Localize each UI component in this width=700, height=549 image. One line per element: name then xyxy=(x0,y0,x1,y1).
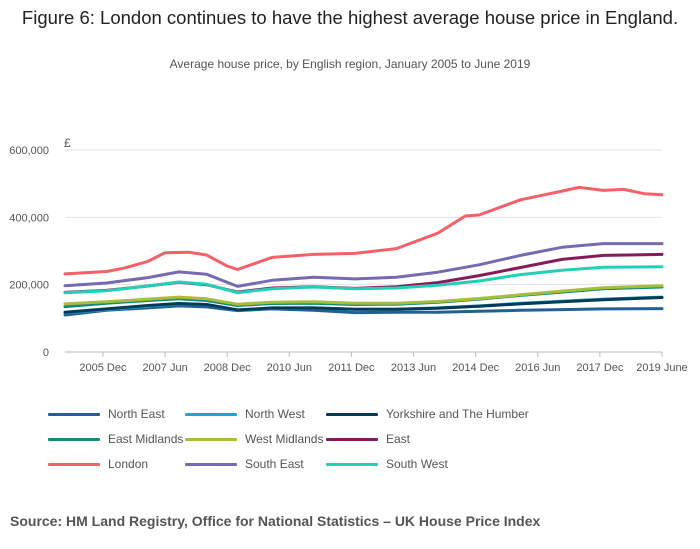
legend-label: South West xyxy=(386,457,448,471)
series-line-london xyxy=(63,185,664,276)
series-lines xyxy=(63,185,664,317)
x-tick-label: 2008 Dec xyxy=(204,362,252,374)
legend-swatch xyxy=(326,412,378,416)
source-note: Source: HM Land Registry, Office for Nat… xyxy=(10,513,541,529)
y-tick-label: 200,000 xyxy=(9,280,49,292)
legend-item: Yorkshire and The Humber xyxy=(326,404,529,424)
legend-item: East Midlands xyxy=(48,429,183,449)
legend-item: North West xyxy=(185,404,305,424)
legend-swatch xyxy=(48,412,100,416)
legend-swatch xyxy=(185,462,237,466)
series-line-north-east xyxy=(63,304,664,317)
x-tick-label: 2016 Jun xyxy=(515,362,560,374)
x-axis-ticks: 2005 Dec 2007 Jun 2008 Dec 2010 Jun 2011 Dec… xyxy=(79,352,688,374)
y-axis-unit-label: £ xyxy=(64,136,71,150)
legend-item: South West xyxy=(326,454,448,474)
series-line-south-east xyxy=(63,242,664,288)
legend-label: London xyxy=(108,457,149,471)
y-tick-label: 600,000 xyxy=(9,145,49,157)
legend-label: North West xyxy=(245,407,305,421)
legend-label: West Midlands xyxy=(245,432,324,446)
legend-label: East Midlands xyxy=(108,432,184,446)
legend-swatch xyxy=(185,437,237,441)
legend-item: London xyxy=(48,454,148,474)
series-line-west-midlands xyxy=(63,284,664,306)
y-tick-label: 0 xyxy=(43,347,49,359)
series-line-yorkshire-and-the-humber xyxy=(63,296,664,314)
x-tick-label: 2011 Dec xyxy=(328,362,375,374)
y-tick-label: 400,000 xyxy=(9,212,49,224)
x-tick-label: 2007 Jun xyxy=(142,362,187,374)
legend-swatch xyxy=(326,437,378,441)
x-tick-label: 2010 Jun xyxy=(267,362,312,374)
chart-legend: North East North West Yorkshire and The Hu… xyxy=(0,404,700,484)
x-tick-label: 2017 Dec xyxy=(576,362,624,374)
x-tick-label: 2014 Dec xyxy=(452,362,500,374)
series-line-south-west xyxy=(63,265,664,295)
legend-item: West Midlands xyxy=(185,429,323,449)
x-tick-label: 2013 Jun xyxy=(391,362,436,374)
legend-label: North East xyxy=(108,407,165,421)
y-axis-ticks: 0 200,000 400,000 600,000 xyxy=(9,145,49,359)
legend-label: East xyxy=(386,432,411,446)
series-line-east xyxy=(63,252,664,294)
legend-item: East xyxy=(326,429,410,449)
legend-swatch xyxy=(48,462,100,466)
chart-title: Figure 6: London continues to have the h… xyxy=(21,7,679,28)
x-tick-label: 2019 June xyxy=(636,362,687,374)
legend-label: Yorkshire and The Humber xyxy=(386,407,529,421)
legend-item: North East xyxy=(48,404,165,424)
chart-subtitle: Average house price, by English region, … xyxy=(169,57,531,71)
legend-item: South East xyxy=(185,454,304,474)
legend-label: South East xyxy=(245,457,304,471)
legend-swatch xyxy=(185,412,237,416)
legend-swatch xyxy=(326,462,378,466)
legend-swatch xyxy=(48,437,100,441)
x-tick-label: 2005 Dec xyxy=(79,362,127,374)
